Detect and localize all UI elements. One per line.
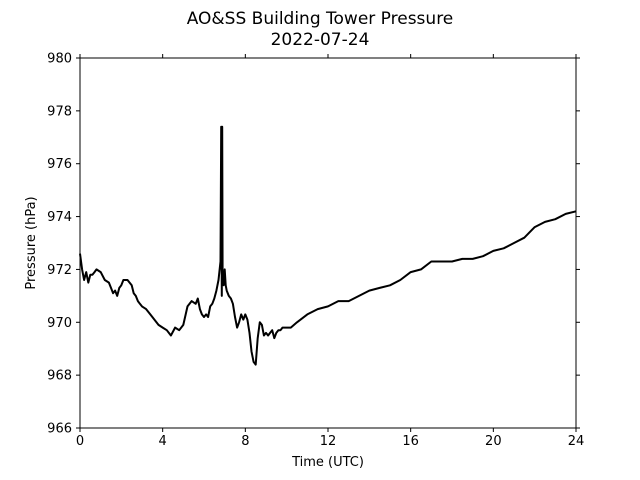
series-line-0 xyxy=(79,125,577,366)
x-axis-label: Time (UTC) xyxy=(291,455,364,470)
x-tick-label: 12 xyxy=(320,434,337,449)
y-axis-ticks: 966 968 970 972 974 976 978 980 xyxy=(47,52,580,437)
y-tick-label: 970 xyxy=(47,316,72,331)
x-tick-label: 20 xyxy=(485,434,502,449)
chart-title: AO&SS Building Tower Pressure xyxy=(187,9,454,29)
y-axis-label: Pressure (hPa) xyxy=(24,196,39,289)
x-axis-ticks: 0 4 8 12 16 20 24 xyxy=(76,54,584,449)
series-lines xyxy=(79,125,577,366)
x-tick-label: 4 xyxy=(159,434,167,449)
y-tick-label: 974 xyxy=(47,210,72,225)
y-tick-label: 972 xyxy=(47,263,72,278)
y-tick-label: 978 xyxy=(47,104,72,119)
x-tick-label: 0 xyxy=(76,434,84,449)
y-tick-label: 976 xyxy=(47,157,72,172)
y-tick-label: 968 xyxy=(47,369,72,384)
x-tick-label: 24 xyxy=(568,434,585,449)
plot-frame xyxy=(79,57,577,429)
y-tick-label: 980 xyxy=(47,52,72,67)
y-tick-label: 966 xyxy=(47,422,72,437)
chart-subtitle: 2022-07-24 xyxy=(271,30,370,50)
x-tick-label: 16 xyxy=(402,434,419,449)
x-tick-label: 8 xyxy=(241,434,249,449)
